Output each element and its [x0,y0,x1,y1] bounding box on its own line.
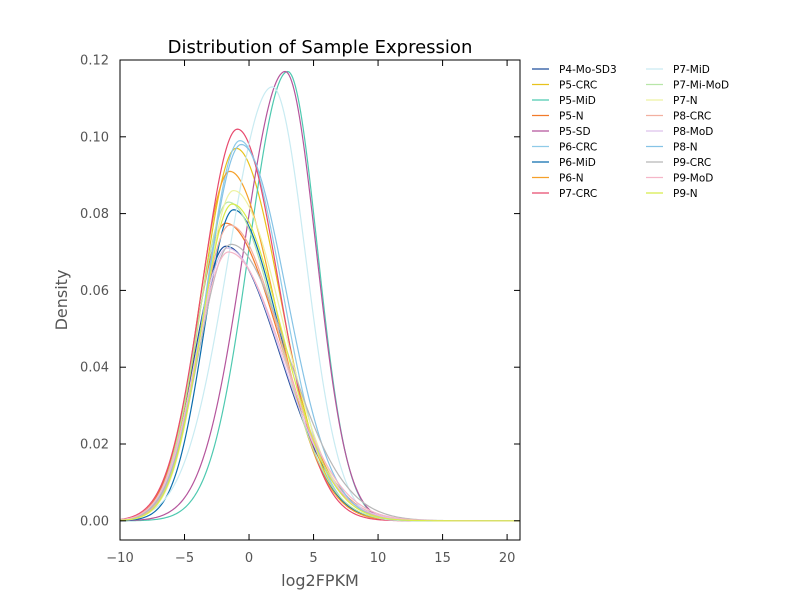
legend-label: P6-N [559,173,584,185]
y-tick-label: 0.10 [80,130,109,145]
legend-label: P8-CRC [673,111,711,123]
legend-label: P7-N [673,95,698,107]
x-axis: −10 −5 0 5 10 15 20 [106,60,515,566]
y-axis: 0.00 0.02 0.04 0.06 0.08 0.10 0.12 [80,54,520,529]
y-tick-label: 0.06 [80,284,109,299]
legend-label: P6-MiD [559,157,596,169]
y-tick-label: 0.00 [80,514,109,529]
y-tick-label: 0.08 [80,207,109,222]
legend-label: P7-CRC [559,188,597,200]
x-tick-label: −5 [175,551,194,566]
series-line-11 [120,189,520,522]
legend-label: P9-N [673,188,698,200]
legend-label: P7-Mi-MoD [673,80,729,92]
x-tick-label: 15 [434,551,451,566]
y-tick-label: 0.04 [80,361,109,376]
x-tick-label: 0 [245,551,253,566]
density-curves [120,70,520,522]
plot-frame [119,59,521,541]
chart-title: Distribution of Sample Expression [168,37,473,58]
series-line-13 [120,247,520,522]
series-line-16 [120,251,520,522]
legend-label: P4-Mo-SD3 [559,64,617,76]
legend-label: P6-CRC [559,142,597,154]
x-axis-title: log2FPKM [281,571,359,590]
legend-label: P9-CRC [673,157,711,169]
legend-label: P5-CRC [559,80,597,92]
y-axis-title: Density [52,270,71,331]
x-tick-label: −10 [106,551,133,566]
legend-label: P5-MiD [559,95,596,107]
x-tick-label: 10 [370,551,387,566]
series-line-0 [120,245,520,522]
legend: P4-Mo-SD3 P5-CRC P5-MiD P5-N P5-SD P6-CRC P6-M… [532,64,729,200]
legend-label: P5-N [559,111,584,123]
series-line-4 [120,70,520,522]
x-tick-label: 5 [309,551,317,566]
legend-label: P8-N [673,142,698,154]
legend-label: P7-MiD [673,64,710,76]
series-line-17 [120,203,520,522]
y-tick-label: 0.12 [80,54,109,69]
y-tick-label: 0.02 [80,438,109,453]
legend-label: P9-MoD [673,173,713,185]
x-tick-label: 20 [499,551,516,566]
legend-label: P5-SD [559,126,591,138]
legend-label: P8-MoD [673,126,713,138]
series-line-2 [120,70,520,522]
